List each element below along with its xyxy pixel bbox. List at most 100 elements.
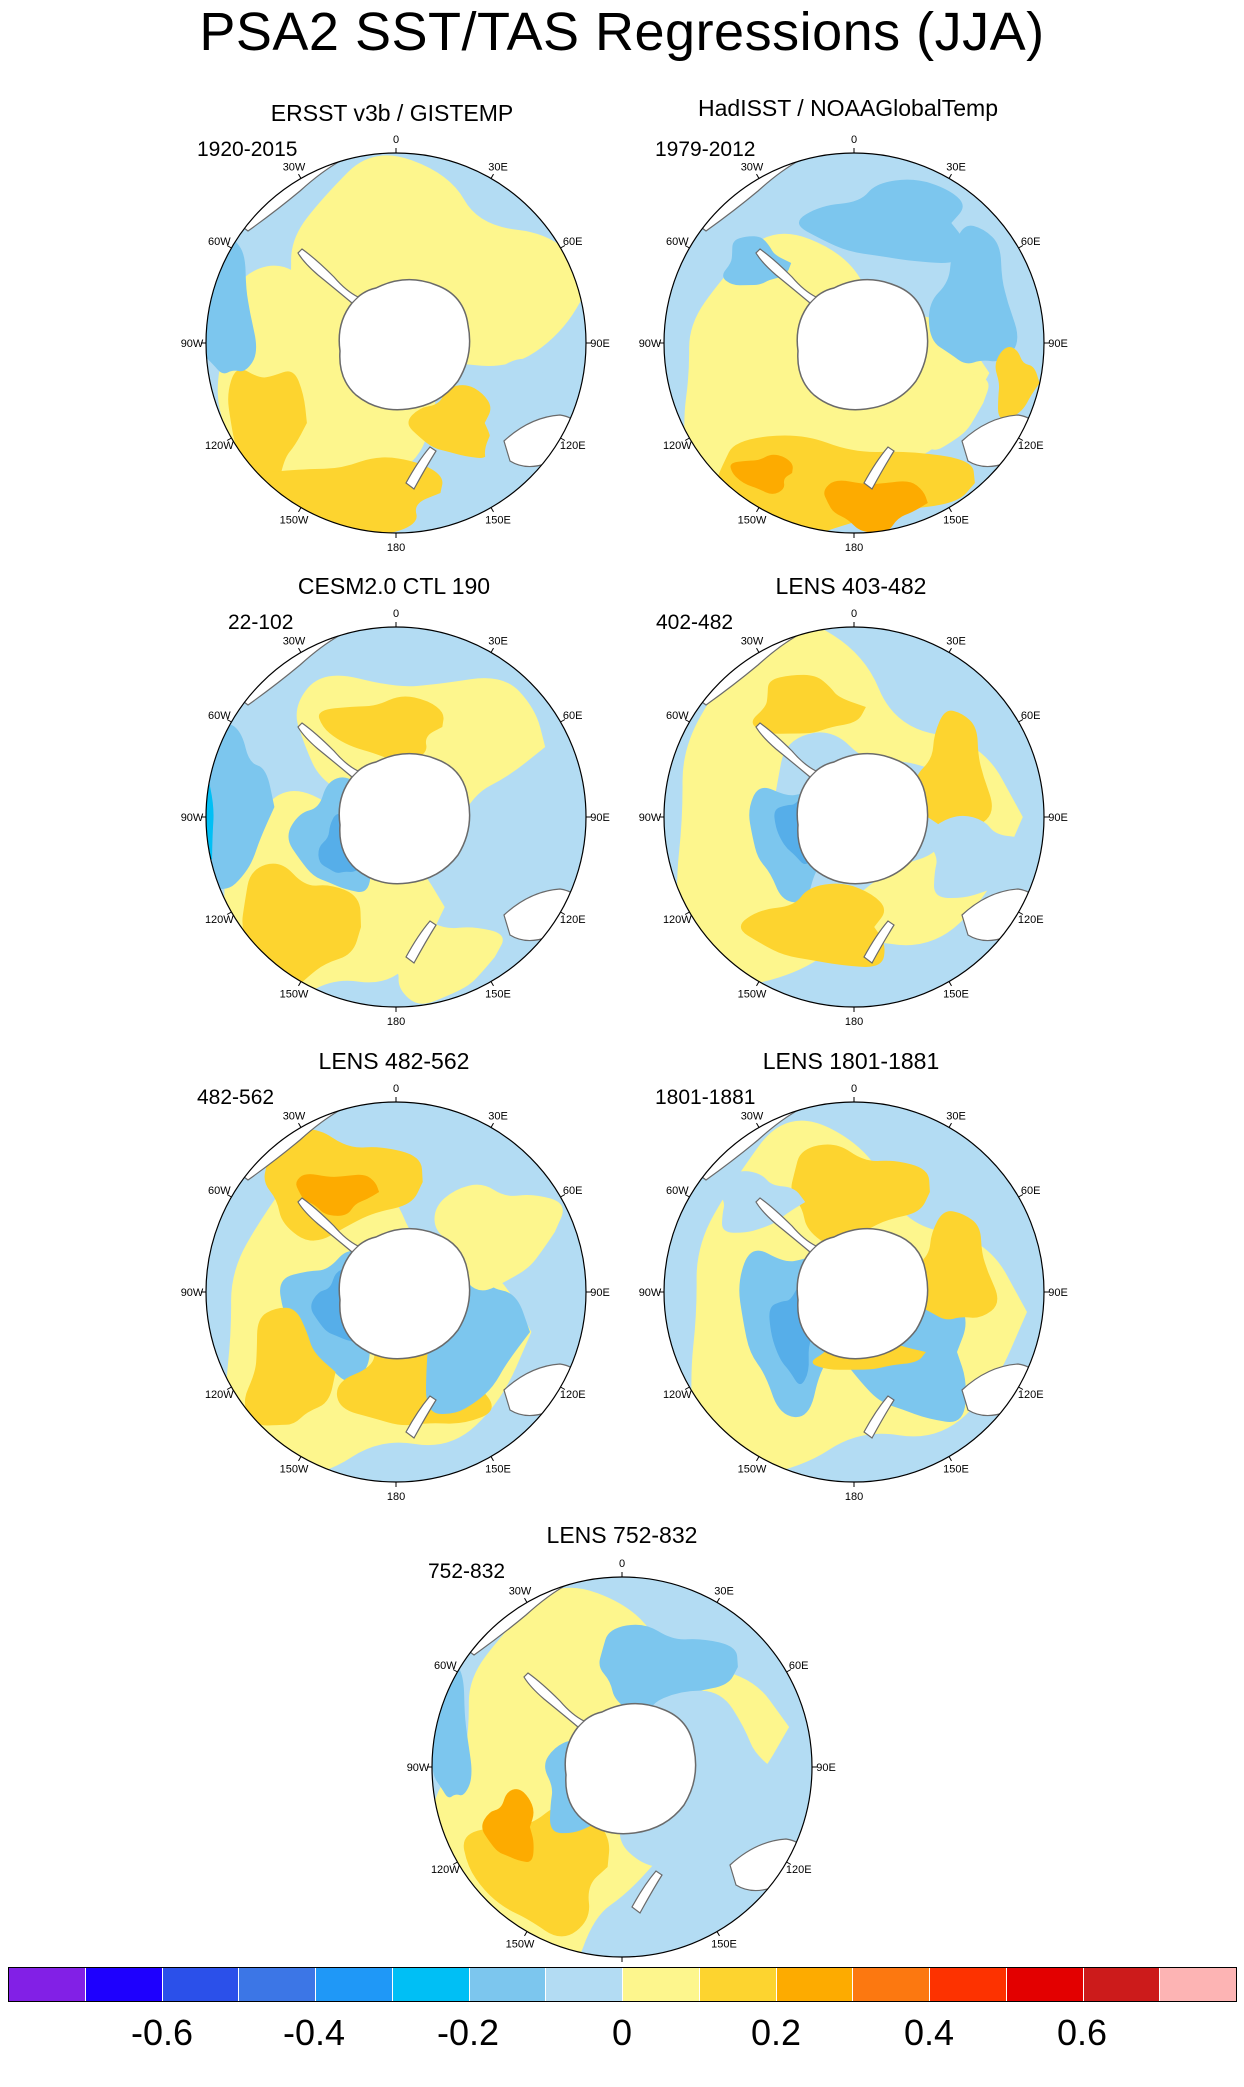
longitude-tick (756, 507, 760, 513)
longitude-tick (948, 981, 952, 987)
colorbar-box (1083, 1968, 1161, 2001)
longitude-label: 0 (393, 1083, 399, 1095)
colorbar-label: 0.4 (903, 2012, 955, 2053)
longitude-label: 0 (393, 608, 399, 620)
field-contour-warm_orange (482, 1789, 534, 1862)
longitude-label: 90E (590, 338, 610, 350)
longitude-tick (684, 911, 690, 915)
longitude-tick (298, 981, 302, 987)
longitude-label: 120W (663, 914, 692, 926)
longitude-label: 60W (208, 1185, 231, 1197)
field-contour-ocean_blue (432, 1659, 472, 1798)
colorbar-box (930, 1968, 1007, 2001)
antarctic-peninsula (297, 722, 360, 778)
longitude-label: 120W (431, 1864, 460, 1876)
field-contour-warm_gold (752, 674, 866, 734)
longitude-label: 0 (851, 608, 857, 620)
longitude-tick (298, 647, 302, 653)
panel-years-lens482: 482-562 (197, 1086, 275, 1109)
antarctic-peninsula (755, 722, 818, 778)
colorbar-box (239, 1968, 316, 2001)
panel-years-lens1801: 1801-1881 (655, 1086, 756, 1109)
colorbar-box (85, 1968, 163, 2001)
new-zealand-land (405, 1395, 437, 1439)
longitude-label: 90W (181, 1287, 204, 1299)
panel-title-ersst: ERSST v3b / GISTEMP (270, 100, 514, 126)
longitude-label: 30W (741, 1110, 764, 1122)
longitude-tick (1018, 719, 1024, 723)
antarctica-land (796, 1228, 929, 1360)
colorbar-box (546, 1968, 623, 2001)
panel-years-lens752: 752-832 (428, 1560, 506, 1583)
longitude-label: 150W (506, 1939, 535, 1951)
longitude-tick (490, 647, 494, 653)
panel-years-hadisst: 1979-2012 (655, 138, 756, 161)
longitude-tick (524, 1597, 528, 1603)
longitude-label: 180 (845, 1491, 863, 1503)
longitude-label: 150E (943, 1464, 969, 1476)
longitude-tick (948, 173, 952, 179)
longitude-label: 60E (789, 1660, 809, 1672)
panel-title-lens1801: LENS 1801-1881 (762, 1048, 940, 1074)
longitude-label: 120E (560, 440, 586, 452)
longitude-tick (298, 1122, 302, 1128)
longitude-tick (298, 173, 302, 179)
field-contour-warm_yellow (902, 365, 989, 450)
longitude-label: 60W (208, 236, 231, 248)
longitude-tick (560, 1194, 566, 1198)
longitude-tick (684, 437, 690, 441)
longitude-label: 180 (387, 542, 405, 554)
longitude-label: 60W (666, 236, 689, 248)
longitude-label: 120E (560, 914, 586, 926)
new-zealand-land (631, 1870, 663, 1914)
panel-title-lens403: LENS 403-482 (775, 573, 927, 599)
longitude-label: 90W (639, 1287, 662, 1299)
field-contour-warm_gold (244, 1307, 336, 1426)
longitude-tick (298, 1456, 302, 1462)
longitude-tick (560, 719, 566, 723)
longitude-tick (226, 911, 232, 915)
longitude-label: 120W (205, 440, 234, 452)
longitude-tick (684, 245, 690, 249)
longitude-label: 30E (488, 635, 508, 647)
field-contour-warm_orange (730, 454, 793, 494)
field-contour-warm_gold (318, 696, 444, 762)
longitude-label: 90E (590, 812, 610, 824)
longitude-label: 90W (407, 1762, 430, 1774)
longitude-label: 60E (1021, 1185, 1041, 1197)
longitude-tick (756, 1122, 760, 1128)
longitude-label: 90W (639, 338, 662, 350)
field-contour-ocean_blue (208, 724, 275, 889)
longitude-tick (490, 507, 494, 513)
longitude-label: 90E (1048, 338, 1068, 350)
antarctica-land (564, 1703, 697, 1835)
colorbar-label: -0.6 (130, 2012, 194, 2053)
longitude-label: 120E (560, 1389, 586, 1401)
panel-years-lens403: 402-482 (656, 611, 734, 634)
colorbar-label: 0 (611, 2012, 633, 2053)
field-contour-warm_orange (296, 1174, 380, 1216)
colorbar-box (776, 1968, 854, 2001)
longitude-label: 0 (619, 1558, 625, 1570)
polar-map-lens1801: 0 30E 60E 90E 120E 150E 180 150W 120W 90W 60W 30W (639, 1083, 1068, 1503)
field-contour-warm_orange (824, 480, 928, 533)
panel-title-hadisst: HadISST / NOAAGlobalTemp (698, 95, 998, 121)
longitude-label: 60E (1021, 710, 1041, 722)
longitude-tick (524, 1931, 528, 1937)
colorbar-box (392, 1968, 470, 2001)
colorbar-box (9, 1968, 86, 2001)
colorbar-box (162, 1968, 240, 2001)
longitude-tick (948, 1456, 952, 1462)
antarctica-land (338, 753, 471, 885)
longitude-label: 120W (663, 440, 692, 452)
field-contour-ocean_blue (928, 225, 1018, 364)
colorbar-label: 0.6 (1056, 2012, 1108, 2053)
longitude-label: 0 (851, 134, 857, 146)
polar-map-hadisst: 0 30E 60E 90E 120E 150E 180 150W 120W 90W 60W 30W (639, 134, 1068, 554)
longitude-tick (560, 1386, 566, 1390)
longitude-tick (490, 981, 494, 987)
longitude-label: 60E (563, 1185, 583, 1197)
longitude-label: 150W (280, 989, 309, 1001)
field-contour-warm_gold (740, 883, 885, 968)
colorbar-box (1160, 1968, 1236, 2001)
